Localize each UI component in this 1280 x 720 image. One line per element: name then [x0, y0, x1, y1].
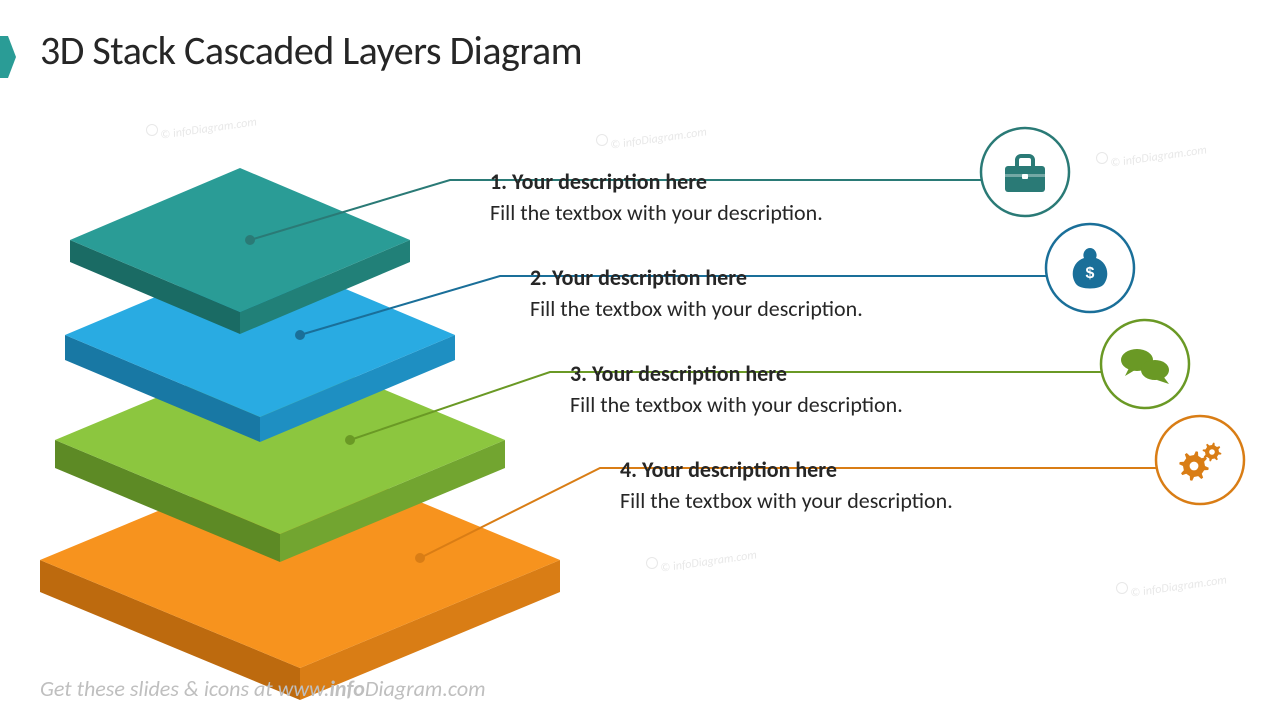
item-desc: Fill the textbox with your description. [490, 199, 823, 226]
connector-dot [415, 553, 425, 563]
connector-dot [345, 435, 355, 445]
item-block: 4. Your description here Fill the textbox… [620, 456, 953, 514]
item-title: 1. Your description here [490, 168, 823, 195]
item-block: 2. Your description here Fill the textbox… [530, 264, 863, 322]
item-block: 3. Your description here Fill the textbox… [570, 360, 903, 418]
svg-text:$: $ [1086, 265, 1095, 282]
footer-prefix: Get these slides & icons at www. [40, 675, 329, 702]
footer-brand-diagram: Diagram [365, 675, 442, 702]
item-block: 1. Your description here Fill the textbox… [490, 168, 823, 226]
item-desc: Fill the textbox with your description. [620, 487, 953, 514]
connector-dot [295, 330, 305, 340]
item-title: 3. Your description here [570, 360, 903, 387]
footer-suffix: .com [442, 675, 485, 702]
item-desc: Fill the textbox with your description. [570, 391, 903, 418]
footer-text: Get these slides & icons at www.infoDiag… [40, 675, 486, 702]
item-title: 2. Your description here [530, 264, 863, 291]
item-desc: Fill the textbox with your description. [530, 295, 863, 322]
footer-brand-info: info [329, 675, 364, 702]
connector-dot [245, 235, 255, 245]
item-title: 4. Your description here [620, 456, 953, 483]
